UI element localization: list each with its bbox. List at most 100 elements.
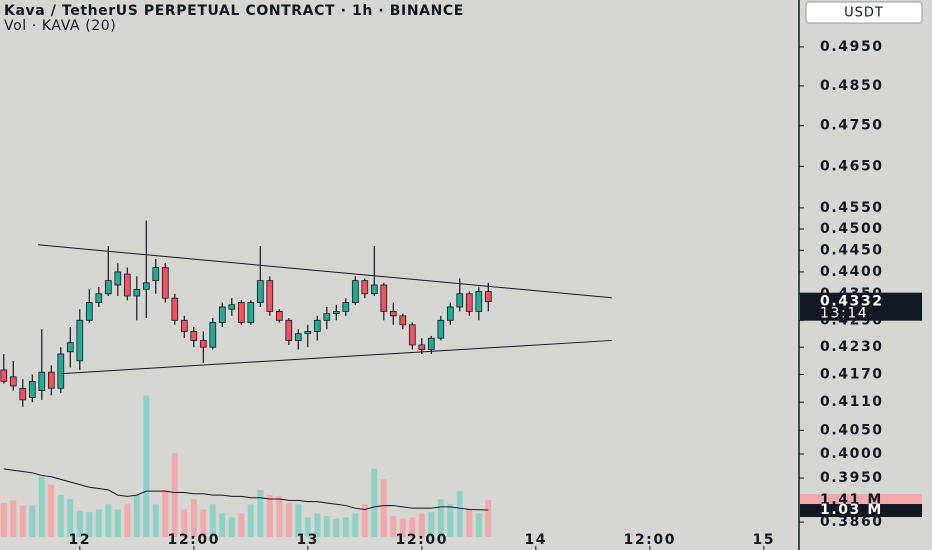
y-tick-label: 0.4500 xyxy=(820,221,884,237)
candle-body xyxy=(104,280,112,295)
x-tick-label: 12 xyxy=(68,532,91,548)
candle-body xyxy=(123,273,131,297)
candle-body xyxy=(437,319,445,339)
candle-body xyxy=(133,288,141,297)
volume-subtitle: Vol · KAVA (20) xyxy=(4,18,116,34)
y-tick-label: 0.4650 xyxy=(820,158,884,174)
y-tick-label: 0.4550 xyxy=(820,200,884,216)
candle-body xyxy=(161,267,169,299)
volume-bar xyxy=(295,504,302,537)
y-tick-label: 0.4750 xyxy=(820,118,884,134)
volume-bar xyxy=(409,517,416,537)
candle-body xyxy=(85,302,93,321)
volume-bar xyxy=(399,518,406,537)
currency-label[interactable]: USDT xyxy=(844,6,884,21)
volume-bar xyxy=(171,453,178,537)
volume-bar xyxy=(200,509,207,537)
x-tick-label: 12:00 xyxy=(624,532,677,548)
volume-bar xyxy=(219,513,226,537)
candle-body xyxy=(47,371,55,389)
candle-body xyxy=(209,322,217,348)
y-tick-label: 0.4950 xyxy=(820,39,884,55)
candle-body xyxy=(380,284,388,312)
candle-body xyxy=(19,387,27,401)
volume-bar xyxy=(0,502,7,537)
candle-body xyxy=(427,337,435,350)
candle-body xyxy=(323,313,331,321)
candle-body xyxy=(266,280,274,312)
candle-body xyxy=(247,302,255,323)
volume-bar xyxy=(10,500,17,537)
volume-bar xyxy=(48,484,55,537)
candle-body xyxy=(199,340,207,348)
volume-bar xyxy=(67,499,74,537)
candle-body xyxy=(418,344,426,350)
candle-body xyxy=(76,319,84,362)
y-tick-label: 0.4170 xyxy=(820,366,884,382)
price-tag xyxy=(800,292,922,321)
y-tick-label: 0.4450 xyxy=(820,242,884,258)
candle-body xyxy=(256,280,264,303)
y-tick-label: 0.4000 xyxy=(820,446,884,462)
volume-bar xyxy=(257,489,264,537)
candle-body xyxy=(456,293,464,308)
volume-bar xyxy=(124,504,131,537)
volume-bar xyxy=(238,513,245,537)
candle-body xyxy=(38,371,46,391)
volume-bar xyxy=(485,500,492,537)
last-price-label: 0.4332 xyxy=(820,294,884,310)
candle-body xyxy=(484,291,492,303)
candle-body xyxy=(114,271,122,286)
volume-bar xyxy=(437,499,444,537)
volume-bar xyxy=(342,517,349,537)
volume-bar xyxy=(390,516,397,537)
candle-body xyxy=(218,306,226,323)
candle-body xyxy=(57,353,65,389)
currency-button[interactable] xyxy=(805,1,923,24)
candle-body xyxy=(9,376,17,387)
candle-body xyxy=(228,304,236,310)
volume-bar xyxy=(418,513,425,537)
volume-bar xyxy=(352,513,359,537)
candle-body xyxy=(152,267,160,282)
volume-bar xyxy=(323,516,330,537)
candle-body xyxy=(351,280,359,303)
candle-body xyxy=(475,291,483,312)
volume-bar xyxy=(456,491,463,537)
volume-bar xyxy=(209,504,216,537)
x-tick-label: 12:00 xyxy=(396,532,449,548)
y-tick-label: 0.4230 xyxy=(820,339,884,355)
candle-body xyxy=(399,315,407,326)
candle-body xyxy=(142,282,150,290)
candle-body xyxy=(446,306,454,321)
volume-bar xyxy=(76,510,83,537)
x-tick-label: 13 xyxy=(296,532,319,548)
volume-bar xyxy=(95,509,102,537)
candle-body xyxy=(171,297,179,321)
candle-body xyxy=(0,369,8,382)
volume-bar xyxy=(143,395,150,537)
candle-body xyxy=(294,333,302,341)
volume-bar xyxy=(371,468,378,537)
y-tick-label: 0.3860 xyxy=(820,514,884,530)
volume-bar xyxy=(380,479,387,537)
candle-body xyxy=(342,302,350,312)
axes: 0.4950 0.4850 0.4750 0.4650 0.4550 0.4500 0.44… xyxy=(68,39,922,550)
plot-area xyxy=(0,220,612,537)
y-tick-label: 0.3950 xyxy=(820,470,884,486)
volume-ma-line xyxy=(3,468,489,511)
volume-bar xyxy=(114,509,121,537)
candle-body xyxy=(180,319,188,332)
candle-body xyxy=(408,324,416,346)
candle-body xyxy=(190,331,198,341)
volume-bar xyxy=(190,499,197,537)
y-tick-label: 0.4110 xyxy=(820,394,884,410)
candle-body xyxy=(389,311,397,317)
candle-body xyxy=(304,331,312,335)
volume-bar xyxy=(247,504,254,537)
volume-bar xyxy=(57,495,64,537)
candle-body xyxy=(361,280,369,295)
candle-body xyxy=(285,319,293,341)
volume-bar xyxy=(19,505,26,537)
